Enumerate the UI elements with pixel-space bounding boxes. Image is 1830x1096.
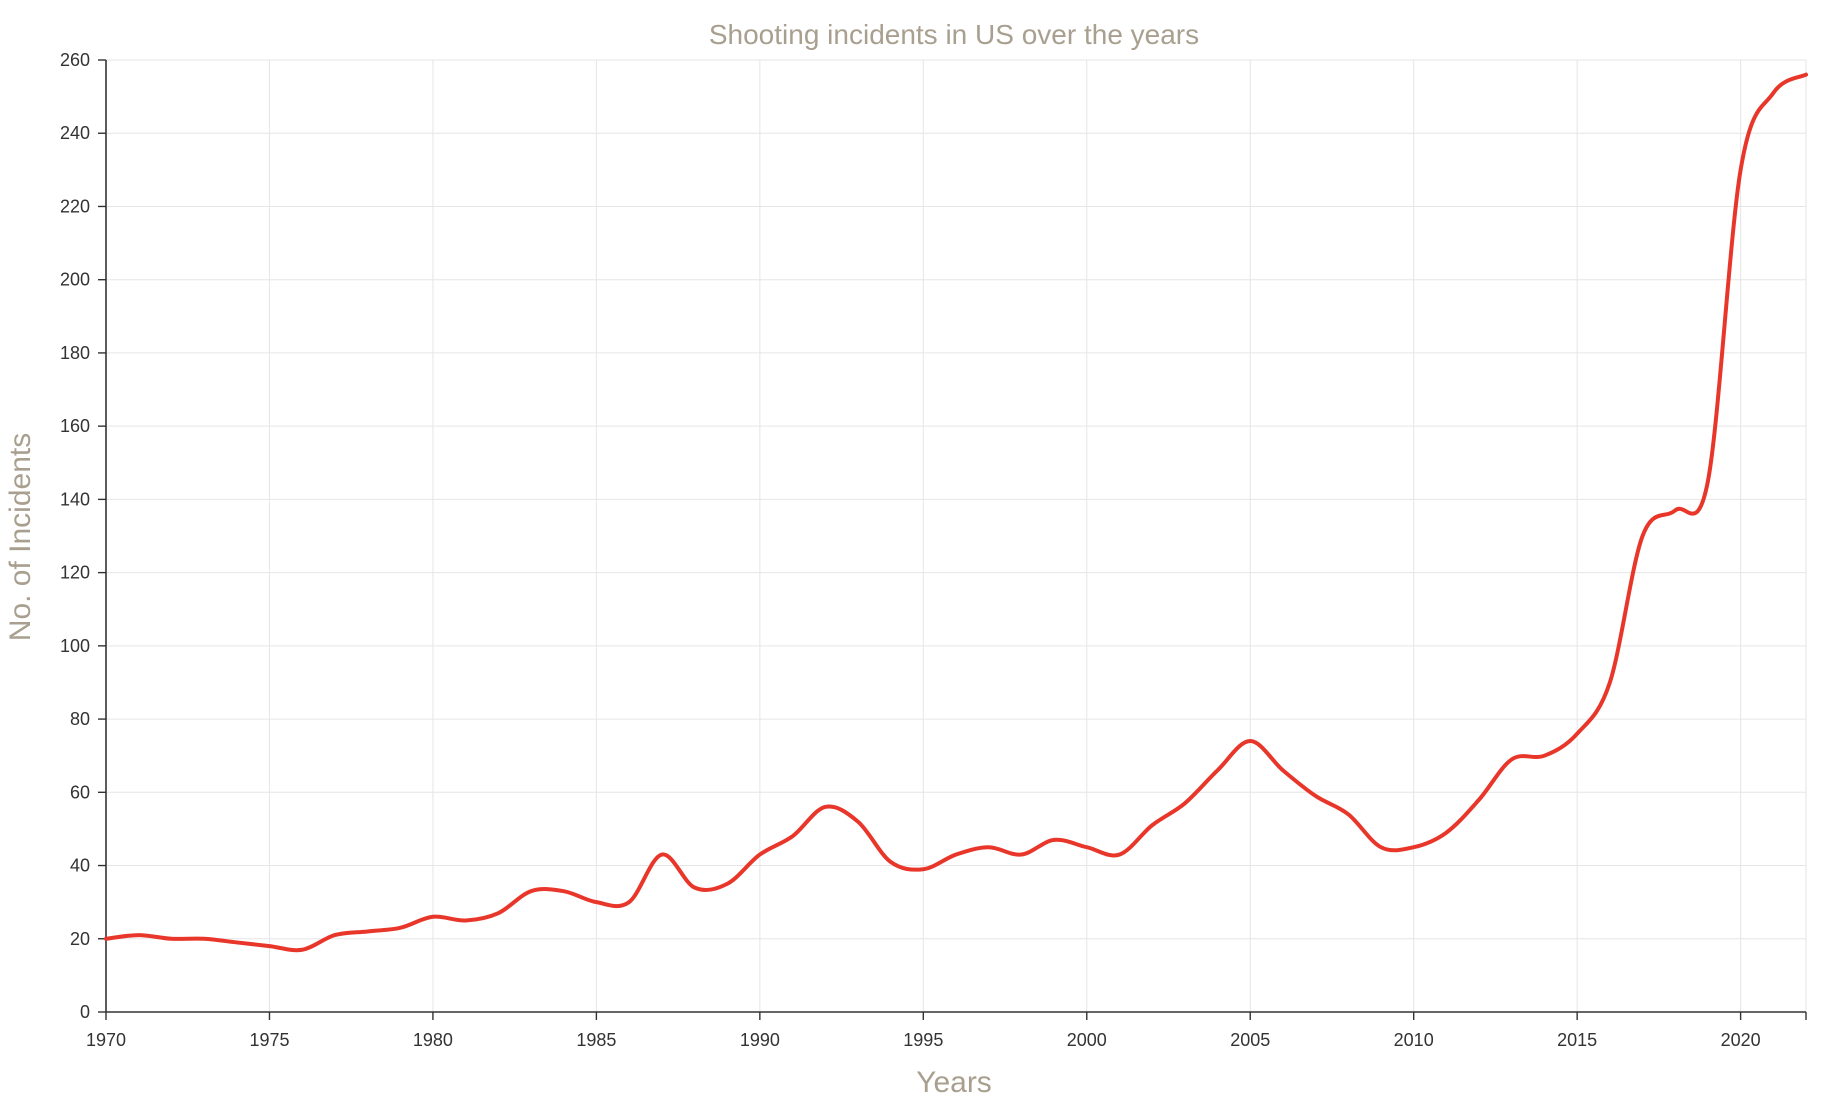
series-line-0 — [104, 72, 1808, 953]
y-tick-label-220: 220 — [60, 196, 90, 216]
y-tick-label-20: 20 — [70, 929, 90, 949]
y-axis-title: No. of Incidents — [4, 433, 37, 641]
y-tick-label-60: 60 — [70, 782, 90, 802]
grid — [105, 59, 1807, 1013]
x-tick-label-1975: 1975 — [249, 1030, 289, 1050]
y-tick-label-160: 160 — [60, 416, 90, 436]
series-group — [104, 72, 1808, 953]
x-tick-label-1990: 1990 — [740, 1030, 780, 1050]
x-tick-label-2020: 2020 — [1721, 1030, 1761, 1050]
y-tick-label-140: 140 — [60, 489, 90, 509]
y-tick-label-180: 180 — [60, 343, 90, 363]
y-tick-label-100: 100 — [60, 636, 90, 656]
x-tick-label-2010: 2010 — [1394, 1030, 1434, 1050]
y-tick-label-80: 80 — [70, 709, 90, 729]
chart-title: Shooting incidents in US over the years — [709, 19, 1199, 50]
x-tick-label-2005: 2005 — [1230, 1030, 1270, 1050]
tick-labels: 0 20 40 60 80 100 120 140 160 180 200 220 240 260 1970… — [60, 50, 1807, 1050]
x-axis-title: Years — [916, 1066, 992, 1096]
x-tick-label-1995: 1995 — [903, 1030, 943, 1050]
x-tick-label-2015: 2015 — [1557, 1030, 1597, 1050]
y-tick-label-200: 200 — [60, 270, 90, 290]
y-tick-label-40: 40 — [70, 856, 90, 876]
x-tick-label-1980: 1980 — [413, 1030, 453, 1050]
y-tick-label-120: 120 — [60, 563, 90, 583]
x-tick-label-1985: 1985 — [576, 1030, 616, 1050]
x-tick-label-1970: 1970 — [86, 1030, 126, 1050]
axes — [105, 60, 1806, 1013]
y-tick-label-260: 260 — [60, 50, 90, 70]
x-tick-label-2000: 2000 — [1067, 1030, 1107, 1050]
y-tick-label-0: 0 — [80, 1002, 90, 1022]
y-tick-label-240: 240 — [60, 123, 90, 143]
